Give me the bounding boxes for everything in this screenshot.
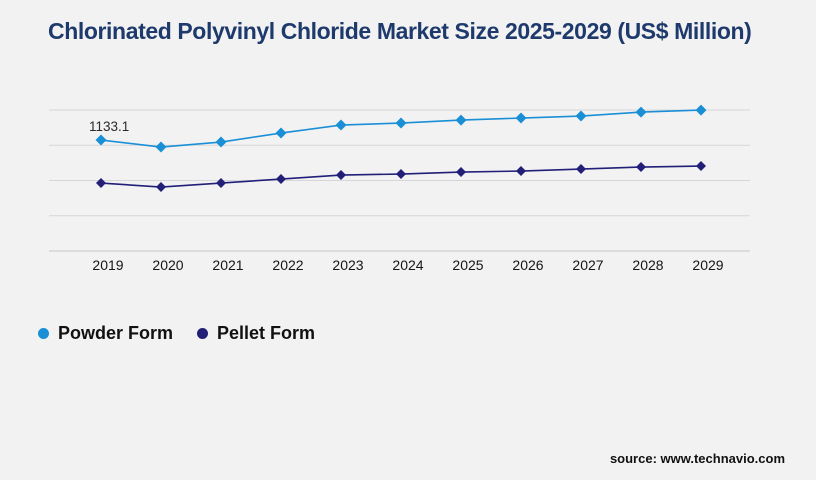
data-point-powder-form-2023[interactable]	[335, 119, 347, 131]
data-point-pellet-form-2029[interactable]	[696, 161, 706, 172]
x-axis-label-2025: 2025	[452, 257, 483, 273]
data-point-powder-form-2028[interactable]	[635, 106, 647, 118]
data-point-powder-form-2020[interactable]	[155, 141, 167, 153]
x-axis-label-2019: 2019	[92, 257, 123, 273]
x-axis-label-2029: 2029	[692, 257, 723, 273]
x-axis-label-2022: 2022	[272, 257, 303, 273]
legend-label-powder-form: Powder Form	[58, 323, 174, 343]
pellet-form-legend-marker-icon	[197, 328, 209, 339]
data-label: 1133.1	[89, 119, 129, 134]
x-axis-label-2023: 2023	[332, 257, 363, 273]
data-point-pellet-form-2027[interactable]	[576, 164, 586, 175]
data-point-powder-form-2022[interactable]	[275, 127, 287, 139]
data-point-pellet-form-2022[interactable]	[276, 174, 286, 185]
data-point-powder-form-2027[interactable]	[575, 110, 587, 122]
legend-item-pellet-form[interactable]: Pellet Form	[197, 323, 315, 344]
data-point-powder-form-2025[interactable]	[455, 114, 467, 126]
data-point-powder-form-2019[interactable]	[95, 134, 107, 146]
data-point-powder-form-2024[interactable]	[395, 117, 407, 129]
source-attribution: source: www.technavio.com	[609, 451, 785, 466]
chart-title: Chlorinated Polyvinyl Chloride Market Si…	[48, 18, 752, 44]
data-point-pellet-form-2019[interactable]	[96, 178, 106, 189]
data-point-powder-form-2029[interactable]	[695, 104, 707, 116]
data-point-pellet-form-2023[interactable]	[336, 170, 346, 181]
x-axis-label-2020: 2020	[152, 257, 183, 273]
data-point-pellet-form-2025[interactable]	[456, 167, 466, 178]
data-point-powder-form-2026[interactable]	[515, 112, 527, 124]
legend: Powder Form Pellet Form	[38, 323, 315, 344]
x-axis-label-2021: 2021	[212, 257, 243, 273]
x-axis-label-2024: 2024	[392, 257, 423, 273]
legend-item-powder-form[interactable]: Powder Form	[38, 323, 173, 344]
x-axis-label-2028: 2028	[632, 257, 663, 273]
powder-form-legend-marker-icon	[38, 328, 49, 339]
data-point-pellet-form-2021[interactable]	[216, 178, 226, 189]
data-point-pellet-form-2028[interactable]	[636, 162, 646, 173]
data-point-pellet-form-2026[interactable]	[516, 166, 526, 177]
x-axis-label-2027: 2027	[572, 257, 603, 273]
data-point-pellet-form-2020[interactable]	[156, 182, 166, 193]
data-point-pellet-form-2024[interactable]	[396, 169, 406, 180]
data-point-powder-form-2021[interactable]	[215, 136, 227, 148]
line-chart: 2019 2020 2021 2022 2023 2024 2025 2026 2027 2028…	[49, 104, 750, 273]
x-axis-label-2026: 2026	[512, 257, 543, 273]
legend-label-pellet-form: Pellet Form	[217, 323, 316, 343]
